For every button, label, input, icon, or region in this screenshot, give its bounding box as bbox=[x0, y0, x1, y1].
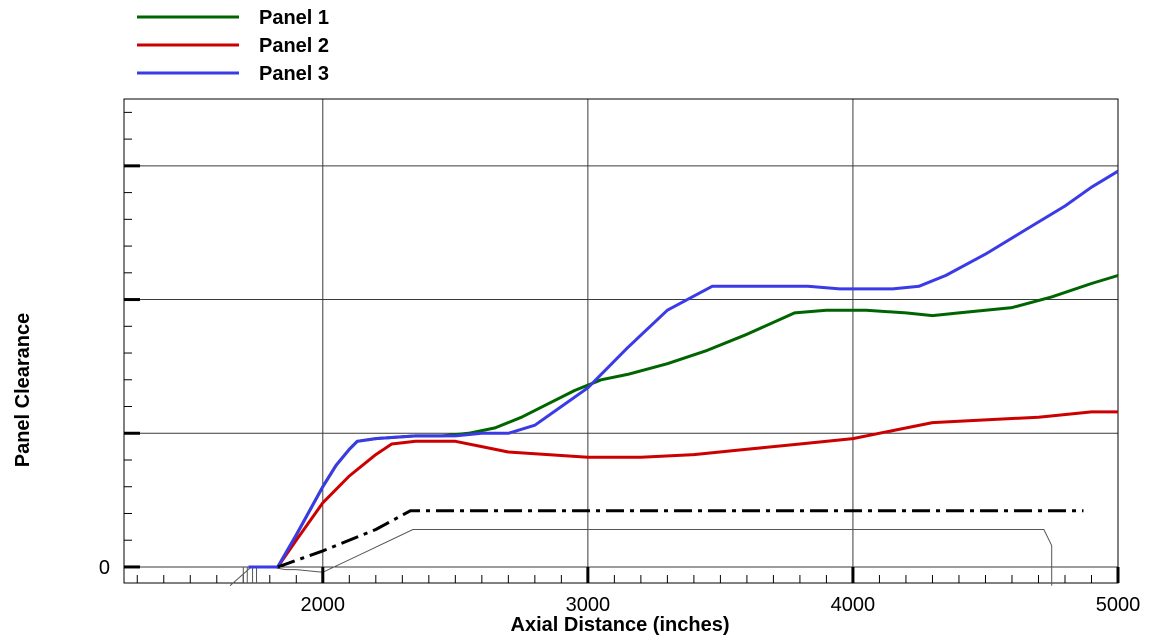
legend: Panel 1 Panel 2 Panel 3 bbox=[137, 7, 329, 85]
y-tick-label: 0 bbox=[99, 557, 110, 579]
y-axis-ticks: 0 bbox=[99, 164, 140, 579]
plot-frame bbox=[123, 98, 1119, 584]
x-tick-label: 5000 bbox=[1096, 594, 1141, 616]
series-line bbox=[277, 509, 1084, 569]
x-axis-title: Axial Distance (inches) bbox=[511, 614, 730, 636]
y-axis-title: Panel Clearance bbox=[12, 313, 34, 468]
legend-label: Panel 3 bbox=[259, 63, 329, 85]
legend-label: Panel 2 bbox=[259, 35, 329, 57]
series-lines bbox=[248, 169, 1119, 569]
legend-label: Panel 1 bbox=[259, 7, 329, 29]
x-axis-ticks: 2000 3000 4000 5000 bbox=[301, 567, 1141, 616]
x-tick-label: 3000 bbox=[566, 594, 611, 616]
minor-ticks bbox=[124, 111, 1092, 583]
series-line bbox=[248, 410, 1118, 569]
gridlines bbox=[124, 99, 1118, 583]
x-tick-label: 2000 bbox=[301, 594, 346, 616]
x-tick-label: 4000 bbox=[831, 594, 876, 616]
series-line bbox=[248, 169, 1119, 569]
